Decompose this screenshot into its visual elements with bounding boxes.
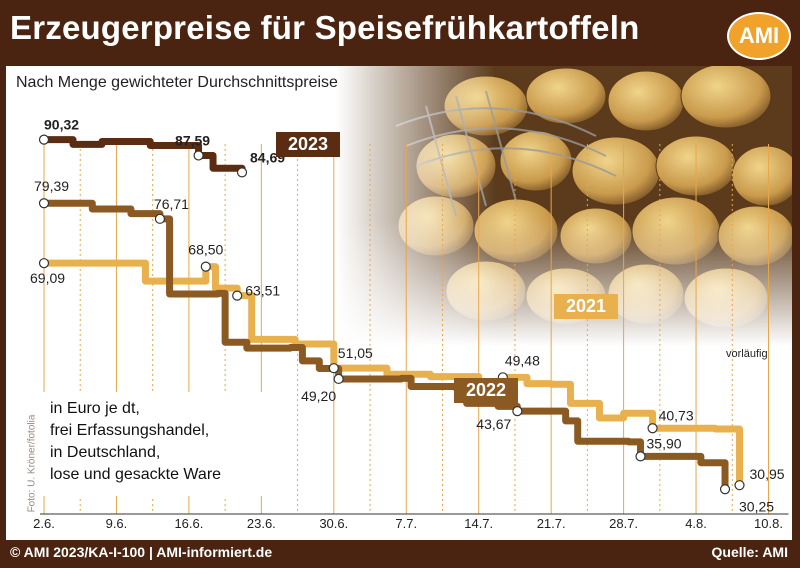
data-label: 49,20 (301, 388, 336, 404)
data-marker (719, 484, 731, 495)
x-tick-label: 9.6. (106, 516, 128, 531)
footer-source: Quelle: AMI (711, 544, 789, 560)
x-tick-label: 23.6. (247, 516, 276, 531)
data-label: 87,59 (175, 132, 210, 148)
data-marker (38, 134, 50, 145)
data-marker (236, 167, 248, 178)
data-label: 43,67 (476, 416, 511, 432)
x-tick-label: 21.7. (537, 516, 566, 531)
provisional-note: vorläufig (726, 348, 768, 360)
ami-logo: AMI (727, 12, 791, 60)
data-label: 30,95 (750, 466, 785, 482)
data-marker (154, 213, 166, 224)
unit-note-line-4: lose und gesackte Ware (50, 466, 222, 483)
data-marker (232, 290, 243, 301)
chart-subtitle: Nach Menge gewichteter Durchschnittsprei… (16, 74, 338, 91)
data-label: 90,32 (44, 117, 79, 133)
data-marker (328, 363, 339, 374)
data-label: 79,39 (34, 178, 69, 194)
data-label: 49,48 (505, 352, 540, 368)
data-marker (193, 150, 204, 161)
data-label: 63,51 (245, 283, 280, 299)
x-tick-label: 28.7. (609, 516, 638, 531)
unit-note: in Euro je dt, frei Erfassungshandel, in… (42, 392, 276, 496)
data-marker (38, 258, 50, 269)
data-marker (647, 423, 658, 434)
data-marker (512, 406, 523, 417)
data-marker (38, 198, 50, 209)
data-marker (734, 480, 745, 491)
x-tick-label: 7.7. (395, 516, 417, 531)
legend-2022: 2022 (454, 378, 519, 403)
series-line-2023 (40, 136, 246, 176)
data-marker (635, 451, 646, 462)
x-tick-label: 16.6. (174, 516, 203, 531)
x-tick-label: 30.6. (319, 516, 348, 531)
data-label: 40,73 (659, 407, 694, 423)
legend-2023: 2023 (276, 132, 341, 157)
unit-note-line-3: in Deutschland, (50, 444, 161, 461)
data-label: 30,25 (739, 498, 774, 514)
series-line-2022 (40, 199, 729, 493)
photo-credit: Foto: U. Kröner/fotolia (26, 414, 38, 513)
data-marker (200, 261, 211, 272)
x-tick-labels: 2.6. 9.6. 16.6. 23.6. 30.6. 7.7. 14.7. 21.7. 28.… (33, 516, 783, 531)
chart-panel: Nach Menge gewichteter Durchschnittsprei… (6, 66, 792, 540)
data-marker (333, 373, 344, 385)
data-label: 69,09 (30, 270, 65, 286)
unit-note-line-1: in Euro je dt, (50, 400, 140, 417)
chart-title: Erzeugerpreise für Speisefrühkartoffeln (10, 9, 640, 46)
unit-note-line-2: frei Erfassungshandel, (50, 422, 210, 439)
x-tick-label: 4.8. (685, 516, 707, 531)
x-tick-label: 10.8. (754, 516, 783, 531)
data-label: 35,90 (647, 435, 682, 451)
legend-2021: 2021 (554, 294, 619, 319)
data-label: 51,05 (338, 345, 373, 361)
data-label: 76,71 (154, 196, 189, 212)
footer-copyright: © AMI 2023/KA-I-100 | AMI-informiert.de (10, 544, 273, 560)
data-label: 68,50 (188, 242, 223, 258)
x-tick-label: 14.7. (464, 516, 493, 531)
x-tick-label: 2.6. (33, 516, 55, 531)
